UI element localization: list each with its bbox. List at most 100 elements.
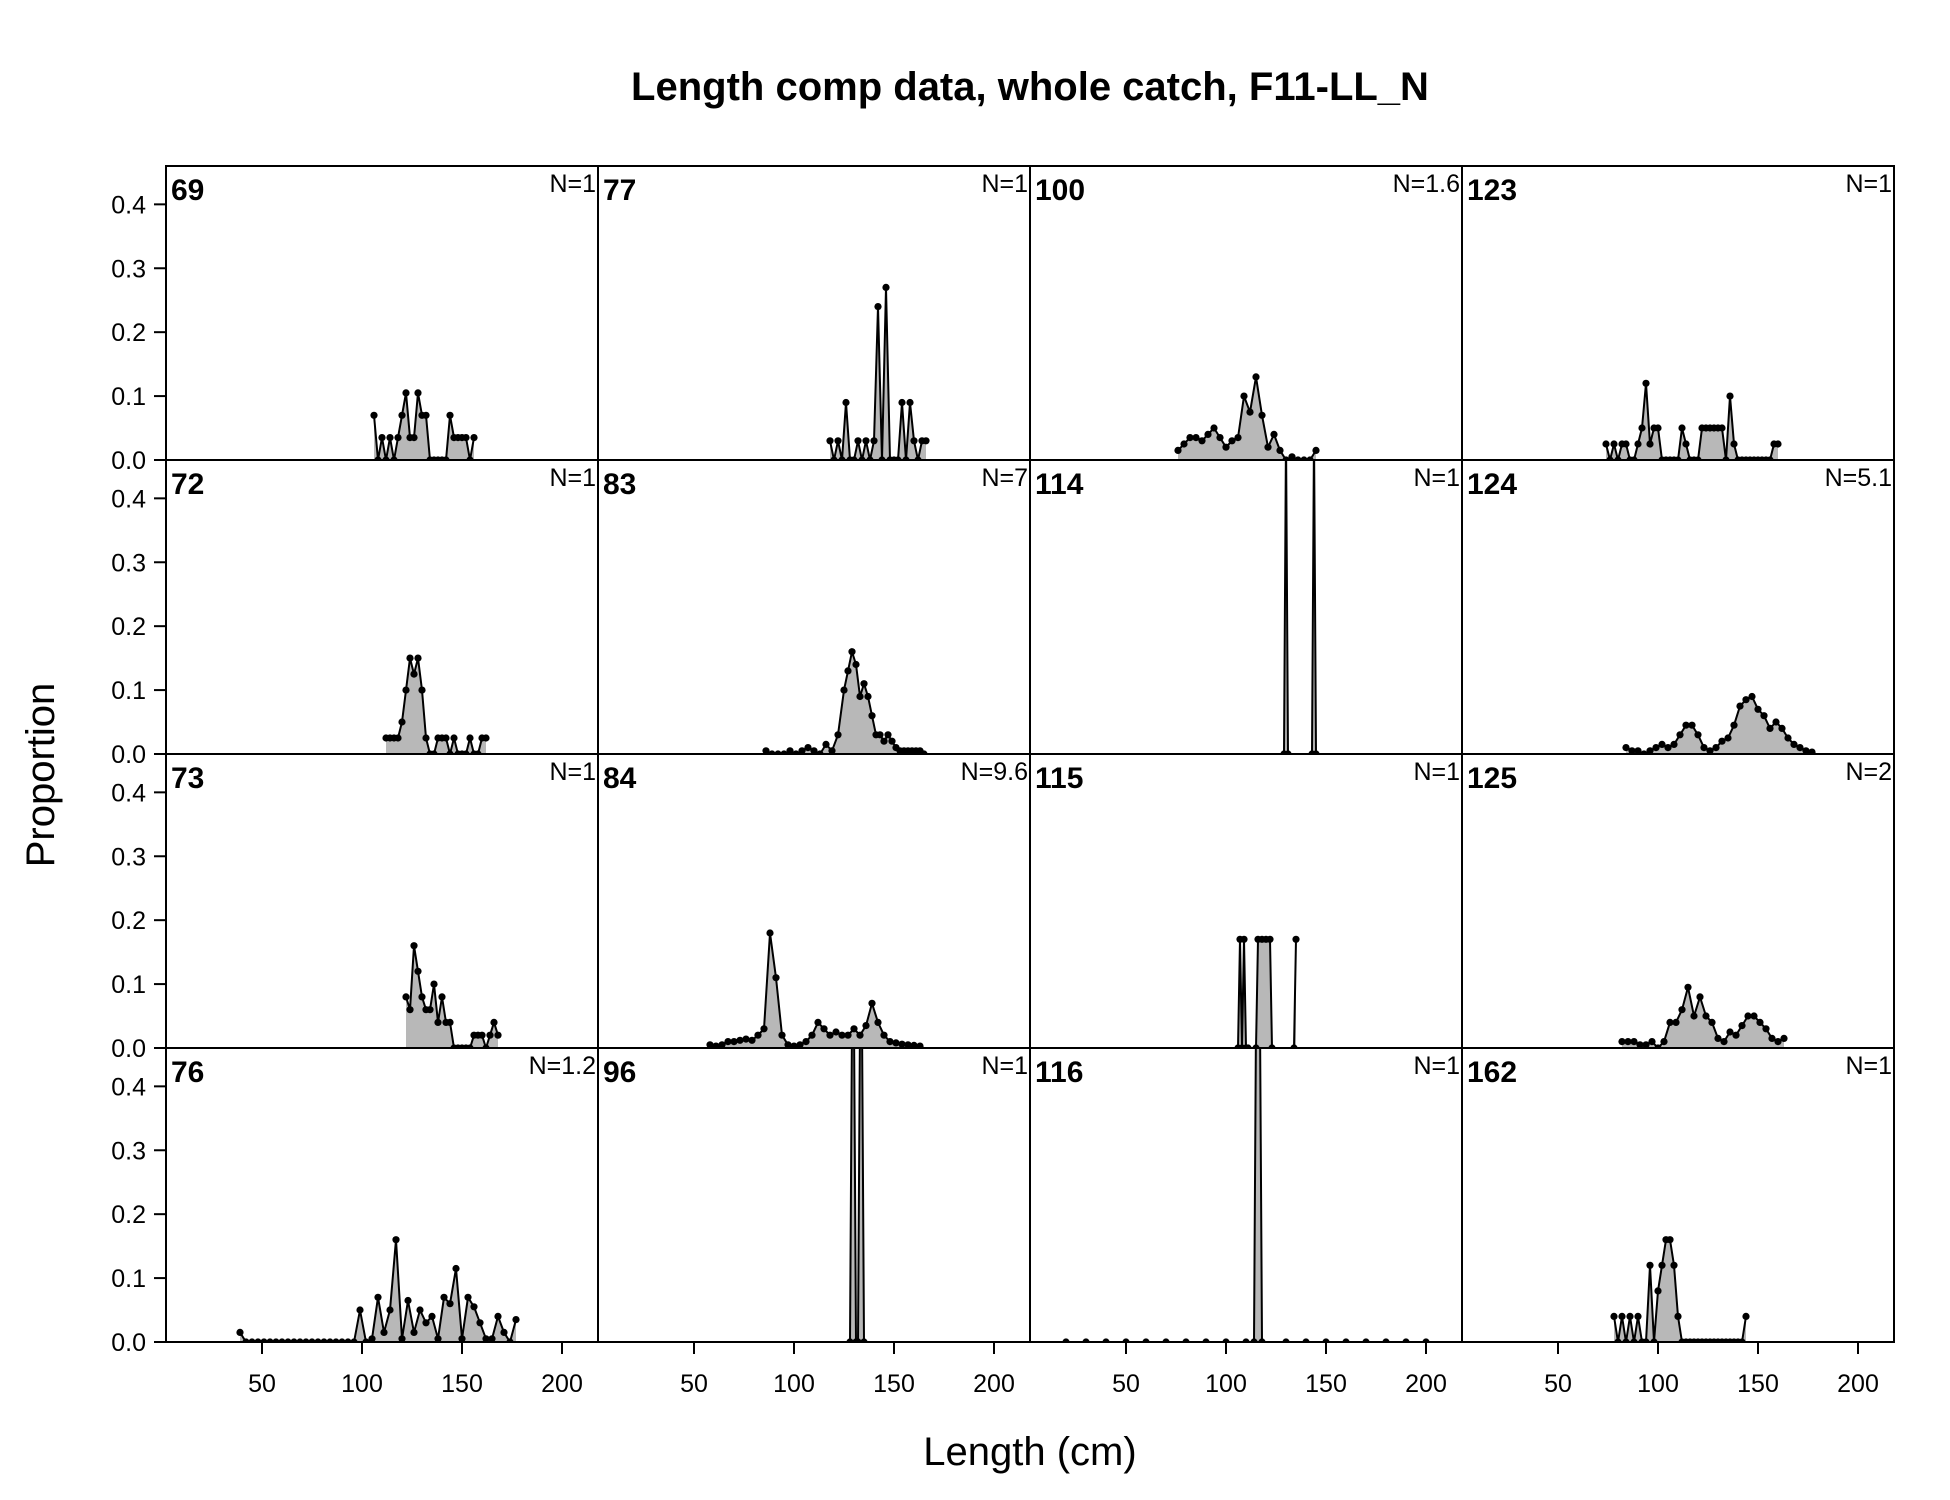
data-point [1726, 392, 1734, 400]
data-point [834, 731, 842, 739]
data-point [840, 686, 848, 694]
composition-line [1237, 938, 1297, 1048]
composition-area [1626, 696, 1812, 754]
data-point [1726, 1028, 1734, 1036]
data-point [712, 1042, 720, 1048]
data-point [406, 1006, 414, 1014]
panel-frame [1461, 459, 1895, 755]
data-point [828, 747, 836, 754]
panel-label: 96 [603, 1056, 636, 1089]
data-point [790, 1042, 798, 1048]
panel-label: 162 [1467, 1056, 1517, 1089]
data-point [1642, 1041, 1650, 1048]
composition-line [1283, 460, 1317, 754]
data-point [906, 398, 914, 407]
data-point [1730, 721, 1738, 729]
data-point [862, 1022, 870, 1030]
x-tick-label: 100 [1637, 1370, 1679, 1398]
panel-n-label: N=5.1 [1825, 464, 1892, 492]
panel-n-label: N=2 [1845, 758, 1892, 786]
data-point [810, 747, 818, 754]
data-point [882, 283, 890, 291]
data-point [1246, 408, 1254, 416]
data-point [398, 411, 406, 419]
data-point [1732, 1031, 1740, 1039]
data-point [814, 1018, 822, 1026]
data-point [834, 437, 842, 445]
data-point [1714, 1034, 1722, 1042]
data-point [778, 1031, 786, 1039]
data-point [1638, 424, 1646, 432]
data-point [490, 1018, 498, 1026]
data-point [1676, 731, 1684, 739]
x-tick-label: 150 [1737, 1370, 1779, 1398]
data-point [402, 686, 410, 694]
panel-100: 100 N=1.6 [1029, 165, 1463, 461]
panel-label: 124 [1467, 468, 1517, 501]
data-point [1292, 935, 1300, 943]
data-point [844, 667, 852, 675]
data-point [1682, 440, 1690, 448]
data-point [898, 1040, 906, 1048]
data-point [1258, 411, 1266, 419]
data-point [1690, 1012, 1698, 1020]
composition-area [1066, 1048, 1426, 1342]
panel-grid: 69 N=10.00.10.20.30.4 77 N=1 100 N=1.6 123 N=17… [111, 165, 1895, 1398]
data-point [1654, 424, 1662, 432]
y-tick-label: 0.3 [111, 255, 146, 283]
data-point [1784, 734, 1792, 742]
data-point [1192, 434, 1200, 442]
data-point [772, 974, 780, 982]
y-tick-label: 0.4 [111, 191, 146, 219]
panel-n-label: N=1 [549, 170, 596, 198]
data-point [1636, 1041, 1644, 1048]
data-point [1312, 446, 1320, 454]
data-point [804, 744, 812, 752]
data-point [808, 1031, 816, 1039]
data-point [904, 1041, 912, 1048]
x-tick-label: 200 [1837, 1370, 1879, 1398]
y-tick-label: 0.1 [111, 677, 146, 705]
y-tick-label: 0.1 [111, 383, 146, 411]
data-point [784, 1041, 792, 1048]
data-point [1186, 434, 1194, 442]
panel-124: 124 N=5.1 [1461, 459, 1895, 755]
data-point [1678, 424, 1686, 432]
data-point [860, 680, 868, 688]
panel-label: 73 [171, 762, 204, 795]
data-point [1240, 392, 1248, 400]
panel-frame [1029, 459, 1463, 755]
data-point [1694, 731, 1702, 739]
data-point [380, 1328, 388, 1336]
data-point [1772, 718, 1780, 726]
data-point [422, 411, 430, 419]
data-point [512, 1316, 520, 1324]
panel-n-label: N=1 [549, 758, 596, 786]
panel-n-label: N=1.2 [529, 1052, 596, 1080]
data-point [450, 734, 458, 742]
panel-data [762, 647, 928, 754]
data-point [236, 1328, 244, 1336]
data-point [1678, 1006, 1686, 1014]
data-point [1288, 453, 1296, 460]
y-tick-label: 0.4 [111, 779, 146, 807]
data-point [826, 437, 834, 445]
data-point [1724, 734, 1732, 742]
panel-label: 69 [171, 174, 204, 207]
panel-frame [165, 165, 599, 461]
panel-data [1174, 373, 1320, 460]
panel-frame [165, 1047, 599, 1343]
data-point [916, 1042, 924, 1048]
data-point [874, 1018, 882, 1026]
data-point [1310, 431, 1317, 438]
data-point [1796, 744, 1804, 752]
data-point [1618, 1038, 1626, 1046]
data-point [1748, 692, 1756, 701]
x-tick-label: 200 [1405, 1370, 1447, 1398]
data-point [1222, 443, 1230, 451]
x-tick-label: 100 [773, 1370, 815, 1398]
panel-72: 72 N=1 0.0 0.1 0.2 0.3 0.4 [111, 459, 599, 769]
data-point [406, 654, 414, 662]
data-point [852, 660, 860, 669]
panel-label: 83 [603, 468, 636, 501]
